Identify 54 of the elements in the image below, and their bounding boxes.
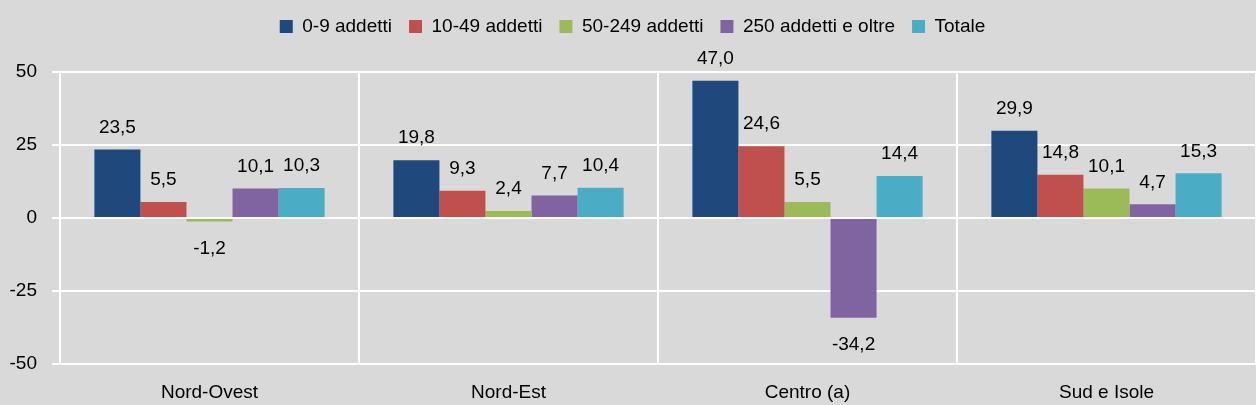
bar: [140, 201, 187, 217]
data-label: 47,0: [696, 46, 734, 68]
x-tick-label: Nord-Est: [471, 380, 547, 402]
legend-label: Totale: [934, 14, 986, 36]
legend-label: 250 addetti e oltre: [742, 14, 896, 36]
data-label: 15,3: [1180, 139, 1218, 161]
data-label: 10,1: [237, 154, 275, 176]
y-tick-label: 25: [15, 133, 37, 155]
bar: [439, 190, 486, 217]
data-label: 2,4: [495, 177, 523, 199]
bar: [278, 187, 325, 217]
bar: [94, 149, 141, 217]
data-label: 9,3: [449, 157, 476, 179]
bar: [577, 187, 624, 217]
data-label: 24,6: [742, 112, 780, 134]
data-label: 7,7: [541, 161, 568, 183]
y-tick-label: -25: [9, 279, 37, 301]
data-label: 10,3: [283, 154, 321, 176]
x-tick-label: Nord-Ovest: [160, 380, 259, 402]
data-label: -1,2: [193, 236, 226, 258]
y-tick-label: 50: [15, 60, 37, 82]
data-label: -34,2: [831, 333, 876, 355]
bar: [1175, 173, 1222, 217]
data-label: 23,5: [98, 115, 136, 137]
bar: [991, 130, 1038, 217]
data-label: 14,8: [1041, 141, 1079, 163]
legend-label: 10-49 addetti: [431, 14, 543, 36]
data-label: 10,1: [1088, 154, 1125, 176]
bar: [485, 210, 532, 217]
bar: [186, 219, 233, 222]
bar: [531, 195, 578, 217]
data-label: 29,9: [995, 96, 1033, 118]
legend-label: 0-9 addetti: [302, 14, 393, 36]
bar: [1129, 204, 1176, 217]
bar: [830, 219, 877, 318]
y-tick-label: -50: [9, 352, 37, 374]
bar: [1037, 174, 1084, 217]
bar: [738, 146, 785, 217]
bar: [692, 80, 739, 217]
data-label: 19,8: [397, 126, 435, 148]
data-label: 14,4: [881, 142, 919, 164]
bar: [393, 160, 440, 217]
bar: [876, 175, 923, 217]
data-label: 5,5: [794, 168, 821, 190]
x-tick-label: Centro (a): [764, 380, 851, 402]
legend-label: 50-249 addetti: [581, 14, 704, 36]
y-tick-label: 0: [26, 206, 37, 228]
bar: [1083, 188, 1130, 217]
bar: [232, 188, 279, 217]
data-label: 5,5: [150, 168, 177, 190]
data-label: 10,4: [582, 153, 620, 175]
data-label: 4,7: [1139, 170, 1166, 192]
bar: [784, 201, 831, 217]
x-tick-label: Sud e Isole: [1058, 380, 1155, 402]
